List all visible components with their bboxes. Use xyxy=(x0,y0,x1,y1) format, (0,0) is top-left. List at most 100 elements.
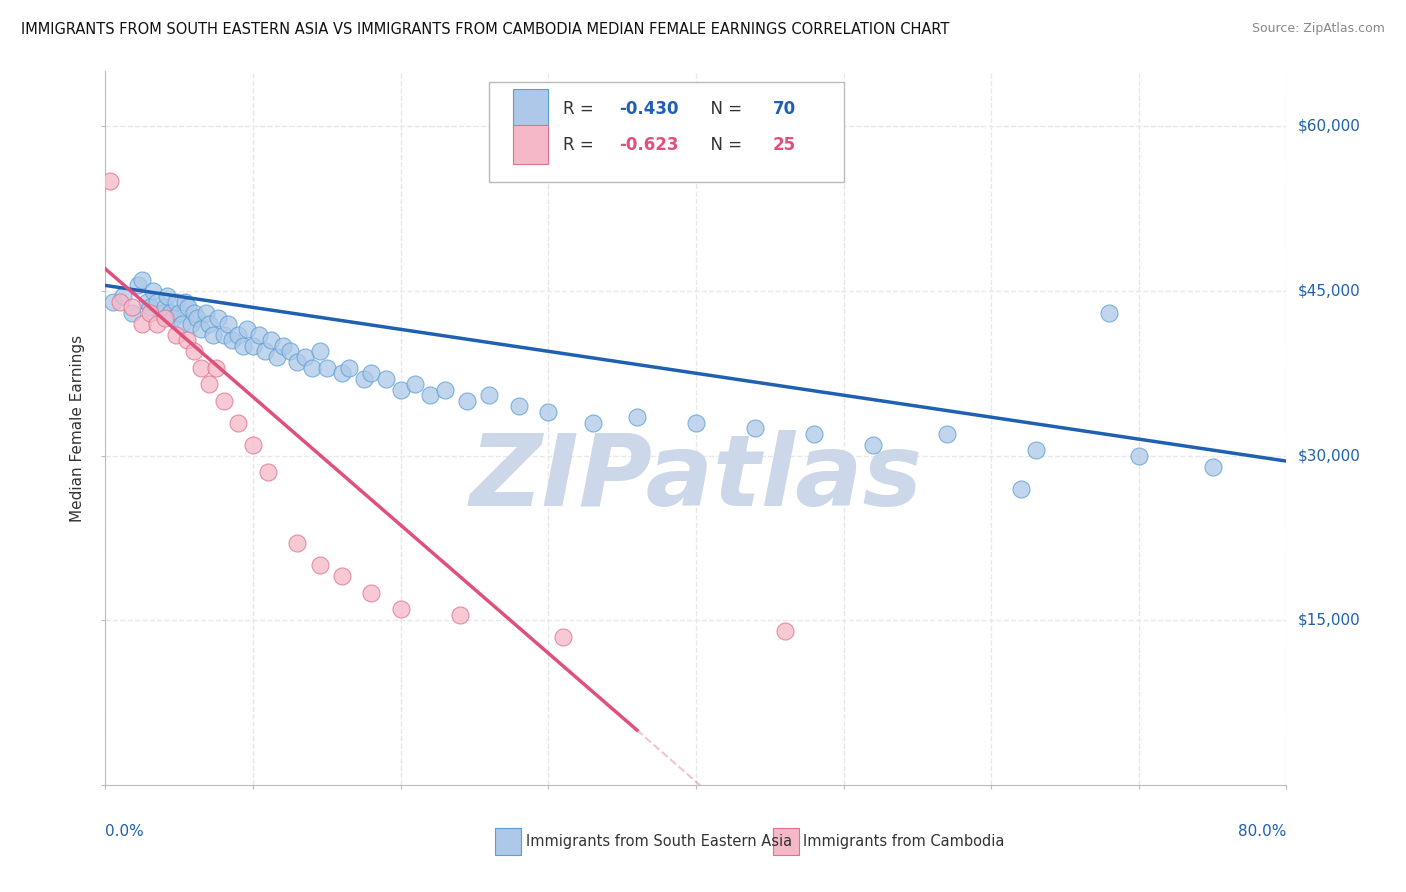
Text: $30,000: $30,000 xyxy=(1298,448,1361,463)
Point xyxy=(165,327,187,342)
Point xyxy=(146,317,169,331)
Point xyxy=(301,360,323,375)
Text: $45,000: $45,000 xyxy=(1298,284,1361,299)
Point xyxy=(228,327,250,342)
FancyBboxPatch shape xyxy=(773,828,799,855)
Point xyxy=(330,366,353,380)
Point xyxy=(153,311,176,326)
Point xyxy=(142,284,165,298)
Point xyxy=(936,426,959,441)
Point xyxy=(1098,306,1121,320)
Point xyxy=(146,294,169,309)
Text: N =: N = xyxy=(700,100,747,118)
Point xyxy=(242,339,264,353)
Point xyxy=(308,558,330,573)
Point xyxy=(159,306,181,320)
Point xyxy=(294,350,316,364)
Point xyxy=(253,344,276,359)
Text: Immigrants from South Eastern Asia: Immigrants from South Eastern Asia xyxy=(526,834,792,849)
Text: ZIPatlas: ZIPatlas xyxy=(470,430,922,526)
Point xyxy=(121,306,143,320)
FancyBboxPatch shape xyxy=(489,82,844,182)
Point xyxy=(1010,482,1032,496)
Point xyxy=(626,410,648,425)
Text: IMMIGRANTS FROM SOUTH EASTERN ASIA VS IMMIGRANTS FROM CAMBODIA MEDIAN FEMALE EAR: IMMIGRANTS FROM SOUTH EASTERN ASIA VS IM… xyxy=(21,22,949,37)
Point xyxy=(405,377,427,392)
Point xyxy=(360,366,382,380)
Point xyxy=(685,416,707,430)
Text: $60,000: $60,000 xyxy=(1298,119,1361,134)
Text: -0.623: -0.623 xyxy=(619,136,679,153)
Point xyxy=(169,306,191,320)
Text: Source: ZipAtlas.com: Source: ZipAtlas.com xyxy=(1251,22,1385,36)
Point xyxy=(456,393,478,408)
Point xyxy=(551,630,574,644)
Point xyxy=(131,273,153,287)
Point xyxy=(266,350,288,364)
Point xyxy=(183,344,205,359)
Point xyxy=(207,311,229,326)
Point xyxy=(135,294,157,309)
Text: 80.0%: 80.0% xyxy=(1239,824,1286,839)
Point xyxy=(419,388,441,402)
Point xyxy=(138,306,162,320)
Point xyxy=(197,377,219,392)
Point xyxy=(247,327,270,342)
Point xyxy=(194,306,217,320)
Point xyxy=(862,437,884,451)
Text: R =: R = xyxy=(562,100,599,118)
Point xyxy=(183,306,205,320)
Text: -0.430: -0.430 xyxy=(619,100,679,118)
Point xyxy=(236,322,259,336)
Point xyxy=(177,301,200,315)
Point xyxy=(101,294,124,309)
FancyBboxPatch shape xyxy=(495,828,522,855)
Point xyxy=(257,465,280,479)
Point xyxy=(228,416,250,430)
Point xyxy=(278,344,301,359)
Point xyxy=(1024,443,1046,458)
Point xyxy=(271,339,294,353)
Point xyxy=(190,360,212,375)
Y-axis label: Median Female Earnings: Median Female Earnings xyxy=(70,334,86,522)
Point xyxy=(287,355,309,369)
Point xyxy=(330,569,353,583)
Text: $15,000: $15,000 xyxy=(1298,613,1361,628)
Point xyxy=(153,301,176,315)
Point xyxy=(478,388,501,402)
Point xyxy=(212,327,235,342)
Point xyxy=(162,311,184,326)
Point xyxy=(121,301,143,315)
Point xyxy=(315,360,337,375)
Point xyxy=(138,301,162,315)
Point xyxy=(174,294,197,309)
Point xyxy=(212,393,235,408)
Point xyxy=(508,399,530,413)
Point xyxy=(537,405,560,419)
Point xyxy=(582,416,605,430)
Point xyxy=(260,334,283,348)
FancyBboxPatch shape xyxy=(513,125,548,164)
Point xyxy=(131,317,153,331)
Point xyxy=(205,360,228,375)
Point xyxy=(190,322,212,336)
Point xyxy=(773,624,796,639)
Point xyxy=(180,317,202,331)
Point xyxy=(176,334,198,348)
Point xyxy=(202,327,225,342)
Point xyxy=(127,278,149,293)
Point xyxy=(337,360,360,375)
Text: N =: N = xyxy=(700,136,747,153)
Point xyxy=(360,586,382,600)
Point xyxy=(165,294,187,309)
Text: Immigrants from Cambodia: Immigrants from Cambodia xyxy=(803,834,1005,849)
Point xyxy=(221,334,243,348)
Text: 0.0%: 0.0% xyxy=(105,824,145,839)
Point xyxy=(150,306,173,320)
Point xyxy=(287,536,309,550)
Text: R =: R = xyxy=(562,136,599,153)
Point xyxy=(744,421,766,435)
Point xyxy=(1128,449,1150,463)
Point xyxy=(156,289,179,303)
Point xyxy=(449,607,471,622)
